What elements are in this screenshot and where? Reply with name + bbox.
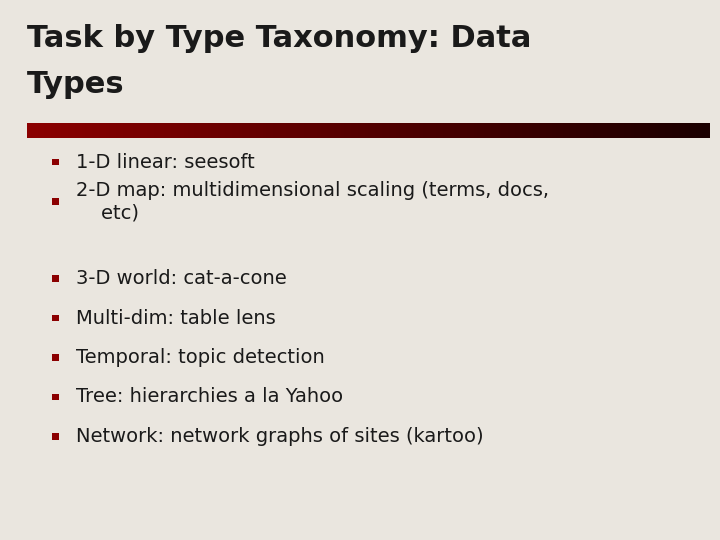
Text: Temporal: topic detection: Temporal: topic detection (76, 348, 324, 367)
Text: Multi-dim: table lens: Multi-dim: table lens (76, 308, 275, 328)
Text: Task by Type Taxonomy: Data: Task by Type Taxonomy: Data (27, 24, 532, 53)
Text: Tree: hierarchies a la Yahoo: Tree: hierarchies a la Yahoo (76, 387, 343, 407)
Text: 1-D linear: seesoft: 1-D linear: seesoft (76, 152, 254, 172)
Text: Types: Types (27, 70, 125, 99)
Text: 2-D map: multidimensional scaling (terms, docs,
    etc): 2-D map: multidimensional scaling (terms… (76, 180, 549, 222)
Text: 3-D world: cat-a-cone: 3-D world: cat-a-cone (76, 269, 287, 288)
Text: Network: network graphs of sites (kartoo): Network: network graphs of sites (kartoo… (76, 427, 483, 446)
